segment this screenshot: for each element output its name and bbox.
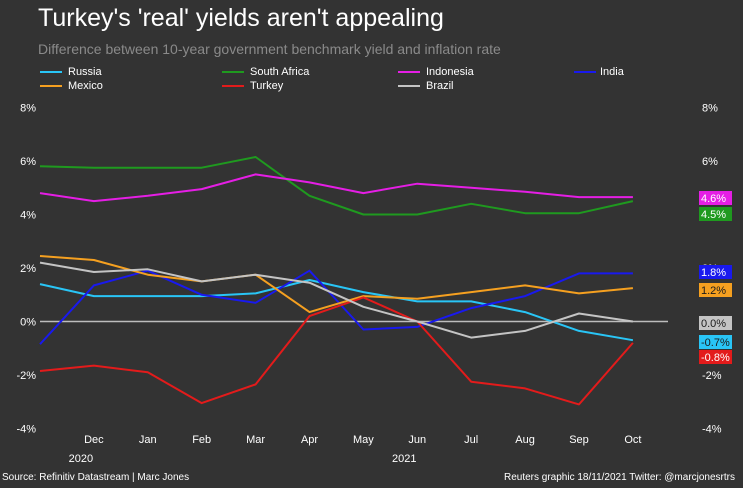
- legend-item: India: [574, 65, 624, 79]
- legend-swatch: [40, 85, 62, 87]
- end-value-label: 1.2%: [701, 285, 726, 297]
- legend-label: Indonesia: [426, 66, 474, 78]
- legend-label: Brazil: [426, 80, 454, 92]
- legend-label: Mexico: [68, 80, 103, 92]
- end-value-label: -0.8%: [701, 352, 730, 364]
- legend-label: Turkey: [250, 80, 284, 92]
- legend-label: India: [600, 66, 624, 78]
- source-note: Source: Refinitiv Datastream | Marc Jone…: [2, 472, 190, 483]
- y-tick-label: -4%: [16, 424, 36, 436]
- end-value-label: -0.7%: [701, 337, 730, 349]
- legend-swatch: [398, 71, 420, 73]
- x-tick-label: May: [353, 434, 374, 446]
- x-tick-label: Dec: [84, 434, 104, 446]
- legend-swatch: [222, 85, 244, 87]
- y-tick-label: 0%: [20, 317, 36, 329]
- y-tick-label: 6%: [20, 156, 36, 168]
- y-tick-label: 8%: [20, 103, 36, 115]
- right-y-tick-label: 6%: [702, 156, 718, 168]
- legend-item: Russia: [40, 65, 102, 79]
- legend-item: Brazil: [398, 79, 454, 93]
- x-tick-label: Sep: [569, 434, 589, 446]
- end-value-label: 4.5%: [701, 209, 726, 221]
- series-line-south-africa: [39, 156, 634, 216]
- series-line-indonesia: [39, 173, 633, 203]
- legend-item: Turkey: [222, 79, 283, 93]
- x-tick-label: Mar: [246, 434, 265, 446]
- end-value-label: 1.8%: [701, 267, 726, 279]
- end-label-box: [699, 335, 732, 349]
- y-tick-label: 2%: [20, 263, 36, 275]
- x-year-label: 2020: [69, 453, 93, 465]
- y-tick-label: 4%: [20, 210, 36, 222]
- series-line-russia: [39, 279, 634, 342]
- end-value-label: 4.6%: [701, 193, 726, 205]
- x-tick-label: Aug: [515, 434, 535, 446]
- end-label-box: [699, 350, 732, 364]
- x-tick-label: Oct: [624, 434, 641, 446]
- legend-item: South Africa: [222, 65, 309, 79]
- x-tick-label: Apr: [301, 434, 318, 446]
- series-line-brazil: [39, 261, 634, 339]
- end-label-box: [699, 191, 732, 205]
- series-line-turkey: [39, 296, 634, 406]
- legend-item: Mexico: [40, 79, 103, 93]
- x-tick-label: Feb: [192, 434, 211, 446]
- end-label-box: [699, 265, 732, 279]
- x-year-label: 2021: [392, 453, 416, 465]
- legend-swatch: [40, 71, 62, 73]
- end-value-label: 0.0%: [701, 318, 726, 330]
- y-tick-label: -2%: [16, 370, 36, 382]
- right-y-tick-label: 8%: [702, 103, 718, 115]
- series-line-mexico: [39, 255, 633, 314]
- legend-swatch: [398, 85, 420, 87]
- end-label-box: [699, 316, 732, 330]
- legend-swatch: [574, 71, 596, 73]
- x-tick-label: Jul: [464, 434, 478, 446]
- chart-title: Turkey's 'real' yields aren't appealing: [38, 4, 444, 32]
- end-label-box: [699, 283, 732, 297]
- right-y-tick-label: -4%: [702, 424, 722, 436]
- x-tick-label: Jan: [139, 434, 157, 446]
- legend-item: Indonesia: [398, 65, 474, 79]
- legend-label: South Africa: [250, 66, 310, 78]
- legend-swatch: [222, 71, 244, 73]
- end-label-box: [699, 207, 732, 221]
- right-y-tick-label: -2%: [702, 370, 722, 382]
- chart-subtitle: Difference between 10-year government be…: [38, 41, 501, 57]
- legend-label: Russia: [68, 66, 102, 78]
- graphic-credit: Reuters graphic 18/11/2021 Twitter: @mar…: [504, 472, 735, 483]
- x-tick-label: Jun: [408, 434, 426, 446]
